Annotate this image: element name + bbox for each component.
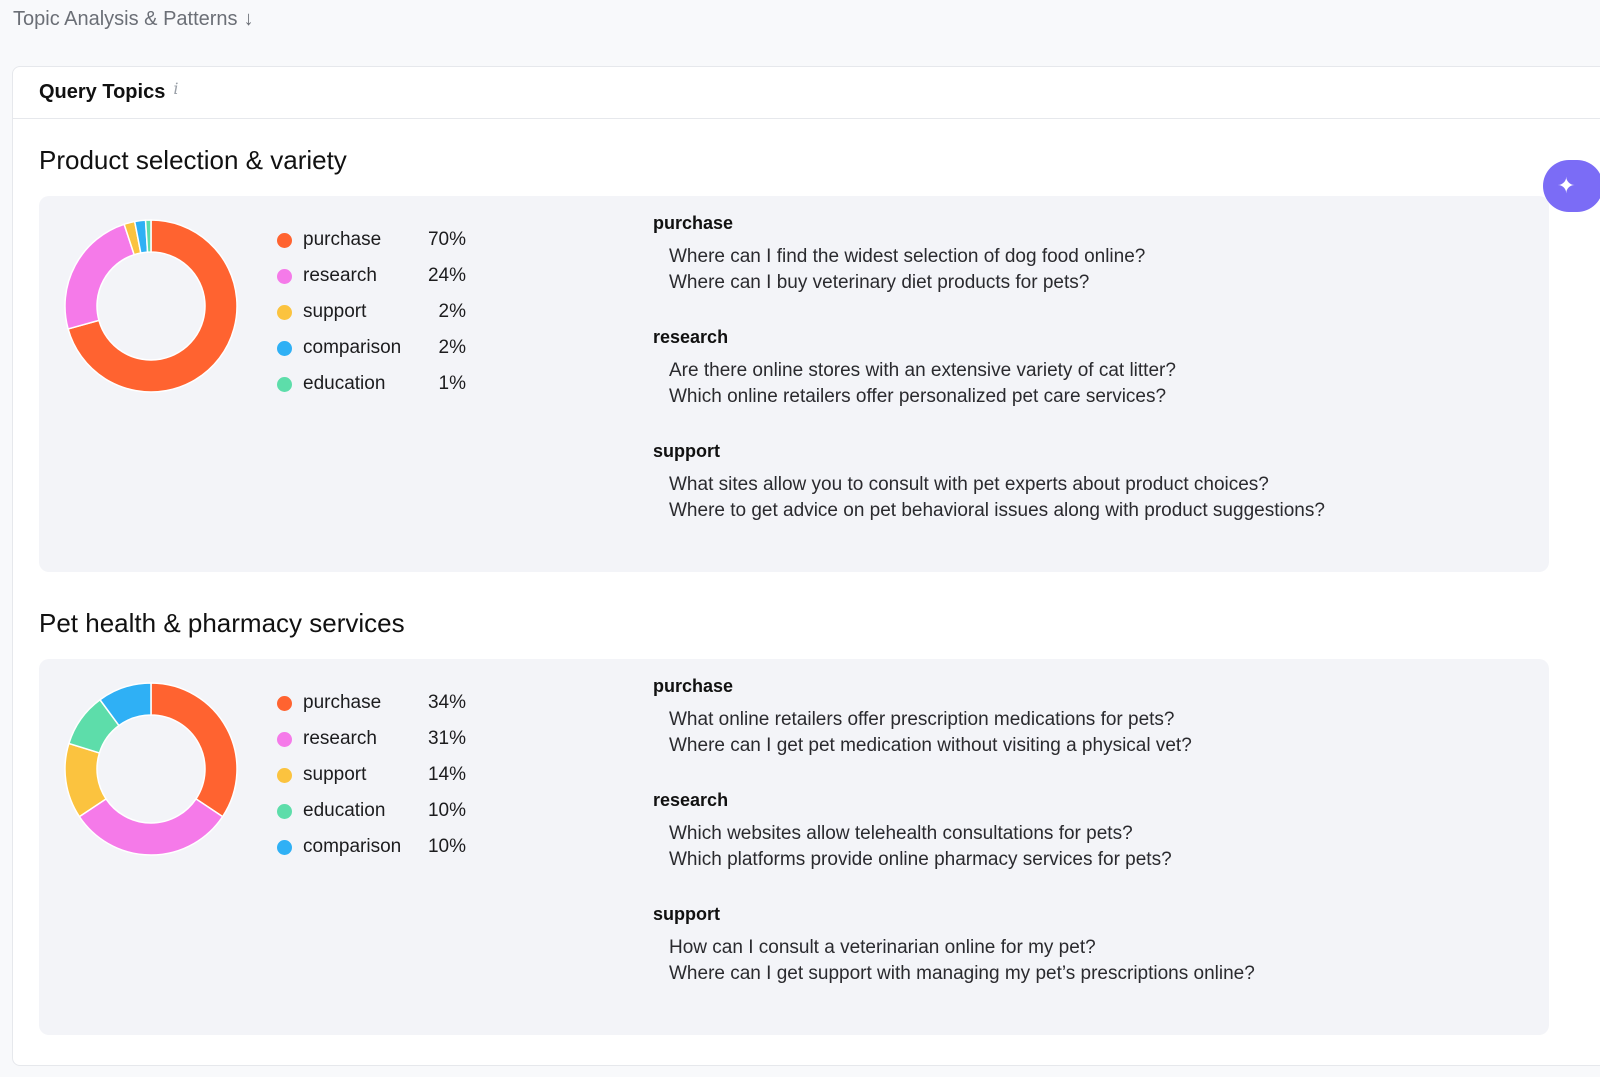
legend-percent: 31% [427, 728, 466, 749]
card-title: Query Topics [39, 81, 166, 103]
chart-legend: purchase 34% research 31% support 14% educa… [277, 685, 466, 865]
legend-item: support 2% [277, 294, 466, 330]
query-topics-card: Query Topics i Product selection & varie… [12, 66, 1600, 1066]
legend-percent: 34% [427, 692, 466, 713]
donut-slice-research[interactable] [78, 797, 224, 856]
topic-panel: purchase 70% research 24% support 2% compar… [39, 196, 1549, 572]
query-group: support What sites allow you to consult … [653, 440, 1325, 523]
example-query: Which platforms provide online pharmacy … [669, 848, 1172, 870]
example-query: What online retailers offer prescription… [669, 709, 1175, 730]
legend-percent: 14% [427, 764, 466, 785]
donut-slice-comparison[interactable] [98, 682, 152, 727]
info-icon[interactable]: i [173, 79, 179, 98]
legend-percent: 70% [427, 229, 466, 250]
example-query: Which websites allow telehealth consulta… [669, 823, 1133, 844]
section-title: Pet health & pharmacy services [39, 608, 405, 638]
donut-slice-education[interactable] [144, 219, 152, 253]
example-query: What sites allow you to consult with pet… [669, 474, 1269, 495]
legend-label: support [303, 764, 367, 785]
legend-dot [277, 340, 292, 356]
legend-label: research [303, 728, 377, 749]
example-query: How can I consult a veterinarian online … [669, 937, 1096, 958]
legend-item: support 14% [277, 757, 466, 793]
legend-label: education [303, 373, 386, 394]
legend-label: comparison [303, 836, 402, 857]
legend-item: education 10% [277, 793, 466, 829]
example-query: Where can I get support with managing my… [669, 962, 1255, 984]
legend-item: research 24% [277, 258, 466, 294]
legend-item: comparison 2% [277, 330, 466, 366]
arrow-down-icon: ↓ [243, 8, 254, 30]
example-query: Where can I get pet medication without v… [669, 734, 1192, 756]
query-group-title: purchase [653, 676, 734, 696]
legend-label: support [303, 301, 367, 322]
legend-dot [277, 803, 292, 819]
example-query: Where can I buy veterinary diet products… [669, 271, 1090, 293]
query-group-title: support [653, 441, 720, 461]
donut-slice-purchase[interactable] [150, 682, 238, 818]
query-group-title: research [653, 790, 729, 810]
legend-item: purchase 34% [277, 685, 466, 721]
example-query: Where can I find the widest selection of… [669, 246, 1146, 267]
page-header-title: Topic Analysis & Patterns [13, 8, 238, 30]
section-title: Product selection & variety [39, 145, 347, 175]
legend-label: comparison [303, 337, 402, 358]
sparkle-icon: ✦ [1557, 173, 1576, 198]
legend-dot [277, 839, 292, 855]
legend-label: education [303, 800, 386, 821]
legend-item: purchase 70% [277, 222, 466, 258]
page-header[interactable]: Topic Analysis & Patterns ↓ [13, 8, 254, 31]
legend-dot [277, 304, 292, 320]
legend-percent: 10% [427, 800, 466, 821]
legend-dot [277, 232, 292, 248]
legend-dot [277, 268, 292, 284]
query-group: research Which websites allow telehealth… [653, 789, 1255, 872]
example-query: Which online retailers offer personalize… [669, 385, 1167, 407]
query-group-title: purchase [653, 213, 734, 233]
legend-percent: 1% [438, 373, 466, 394]
example-query: Are there online stores with an extensiv… [669, 360, 1176, 381]
example-query: Where to get advice on pet behavioral is… [669, 499, 1325, 521]
legend-percent: 10% [427, 836, 466, 857]
query-group: support How can I consult a veterinarian… [653, 903, 1255, 986]
legend-dot [277, 376, 292, 392]
query-group-title: research [653, 327, 729, 347]
legend-label: purchase [303, 229, 382, 250]
legend-item: education 1% [277, 366, 466, 402]
legend-label: research [303, 265, 377, 286]
legend-dot [277, 767, 292, 783]
chart-legend: purchase 70% research 24% support 2% compar… [277, 222, 466, 402]
topic-panel: purchase 34% research 31% support 14% educa… [39, 659, 1549, 1035]
legend-percent: 24% [427, 265, 466, 286]
example-queries: purchase What online retailers offer pre… [653, 675, 1255, 1017]
legend-dot [277, 731, 292, 747]
donut-chart [64, 682, 238, 856]
example-queries: purchase Where can I find the widest sel… [653, 212, 1325, 554]
query-group: purchase What online retailers offer pre… [653, 675, 1255, 758]
query-group-title: support [653, 904, 720, 924]
legend-item: research 31% [277, 721, 466, 757]
donut-chart [64, 219, 238, 393]
card-header: Query Topics i [13, 67, 1600, 119]
query-group: research Are there online stores with an… [653, 326, 1325, 409]
donut-slice-research[interactable] [64, 223, 136, 330]
query-group: purchase Where can I find the widest sel… [653, 212, 1325, 295]
legend-label: purchase [303, 692, 382, 713]
legend-percent: 2% [438, 301, 466, 322]
ai-assistant-button[interactable]: ✦ [1543, 160, 1600, 212]
donut-slice-purchase[interactable] [67, 219, 238, 393]
legend-dot [277, 695, 292, 711]
legend-item: comparison 10% [277, 829, 466, 865]
legend-percent: 2% [438, 337, 466, 358]
